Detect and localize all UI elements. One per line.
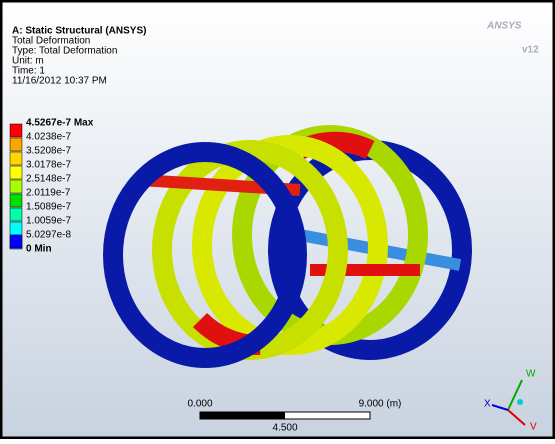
legend-label: 2.0119e-7 bbox=[26, 188, 71, 199]
scale-label: 0.000 bbox=[187, 399, 212, 410]
viewport: A: Static Structural (ANSYS)Total Deform… bbox=[0, 0, 555, 439]
legend-label: 3.0178e-7 bbox=[26, 160, 71, 171]
legend-label: 5.0297e-8 bbox=[26, 230, 71, 241]
legend-label: 0 Min bbox=[26, 244, 52, 255]
scale-bar bbox=[200, 412, 370, 419]
logo-version: v12 bbox=[522, 45, 539, 56]
legend-label: 1.5089e-7 bbox=[26, 202, 71, 213]
legend-swatch bbox=[10, 152, 22, 165]
legend-label: 4.5267e-7 Max bbox=[26, 118, 94, 129]
logo-name: ANSYS bbox=[486, 21, 522, 32]
legend-swatch bbox=[10, 194, 22, 207]
legend-swatch bbox=[10, 222, 22, 235]
legend-swatch bbox=[10, 180, 22, 193]
triad-label: V bbox=[530, 422, 537, 433]
legend-label: 2.5148e-7 bbox=[26, 174, 71, 185]
legend-swatch bbox=[10, 138, 22, 151]
header-line: 11/16/2012 10:37 PM bbox=[12, 76, 107, 87]
legend-label: 1.0059e-7 bbox=[26, 216, 71, 227]
scale-label: 4.500 bbox=[272, 423, 297, 434]
legend-label: 4.0238e-7 bbox=[26, 132, 71, 143]
triad-label: X bbox=[484, 399, 491, 410]
scale-label: 9.000 (m) bbox=[359, 399, 402, 410]
legend-swatch bbox=[10, 166, 22, 179]
legend-label: 3.5208e-7 bbox=[26, 146, 71, 157]
triad-label: W bbox=[526, 369, 536, 380]
legend-swatch bbox=[10, 124, 22, 137]
legend-swatch bbox=[10, 235, 22, 248]
legend-swatch bbox=[10, 208, 22, 221]
